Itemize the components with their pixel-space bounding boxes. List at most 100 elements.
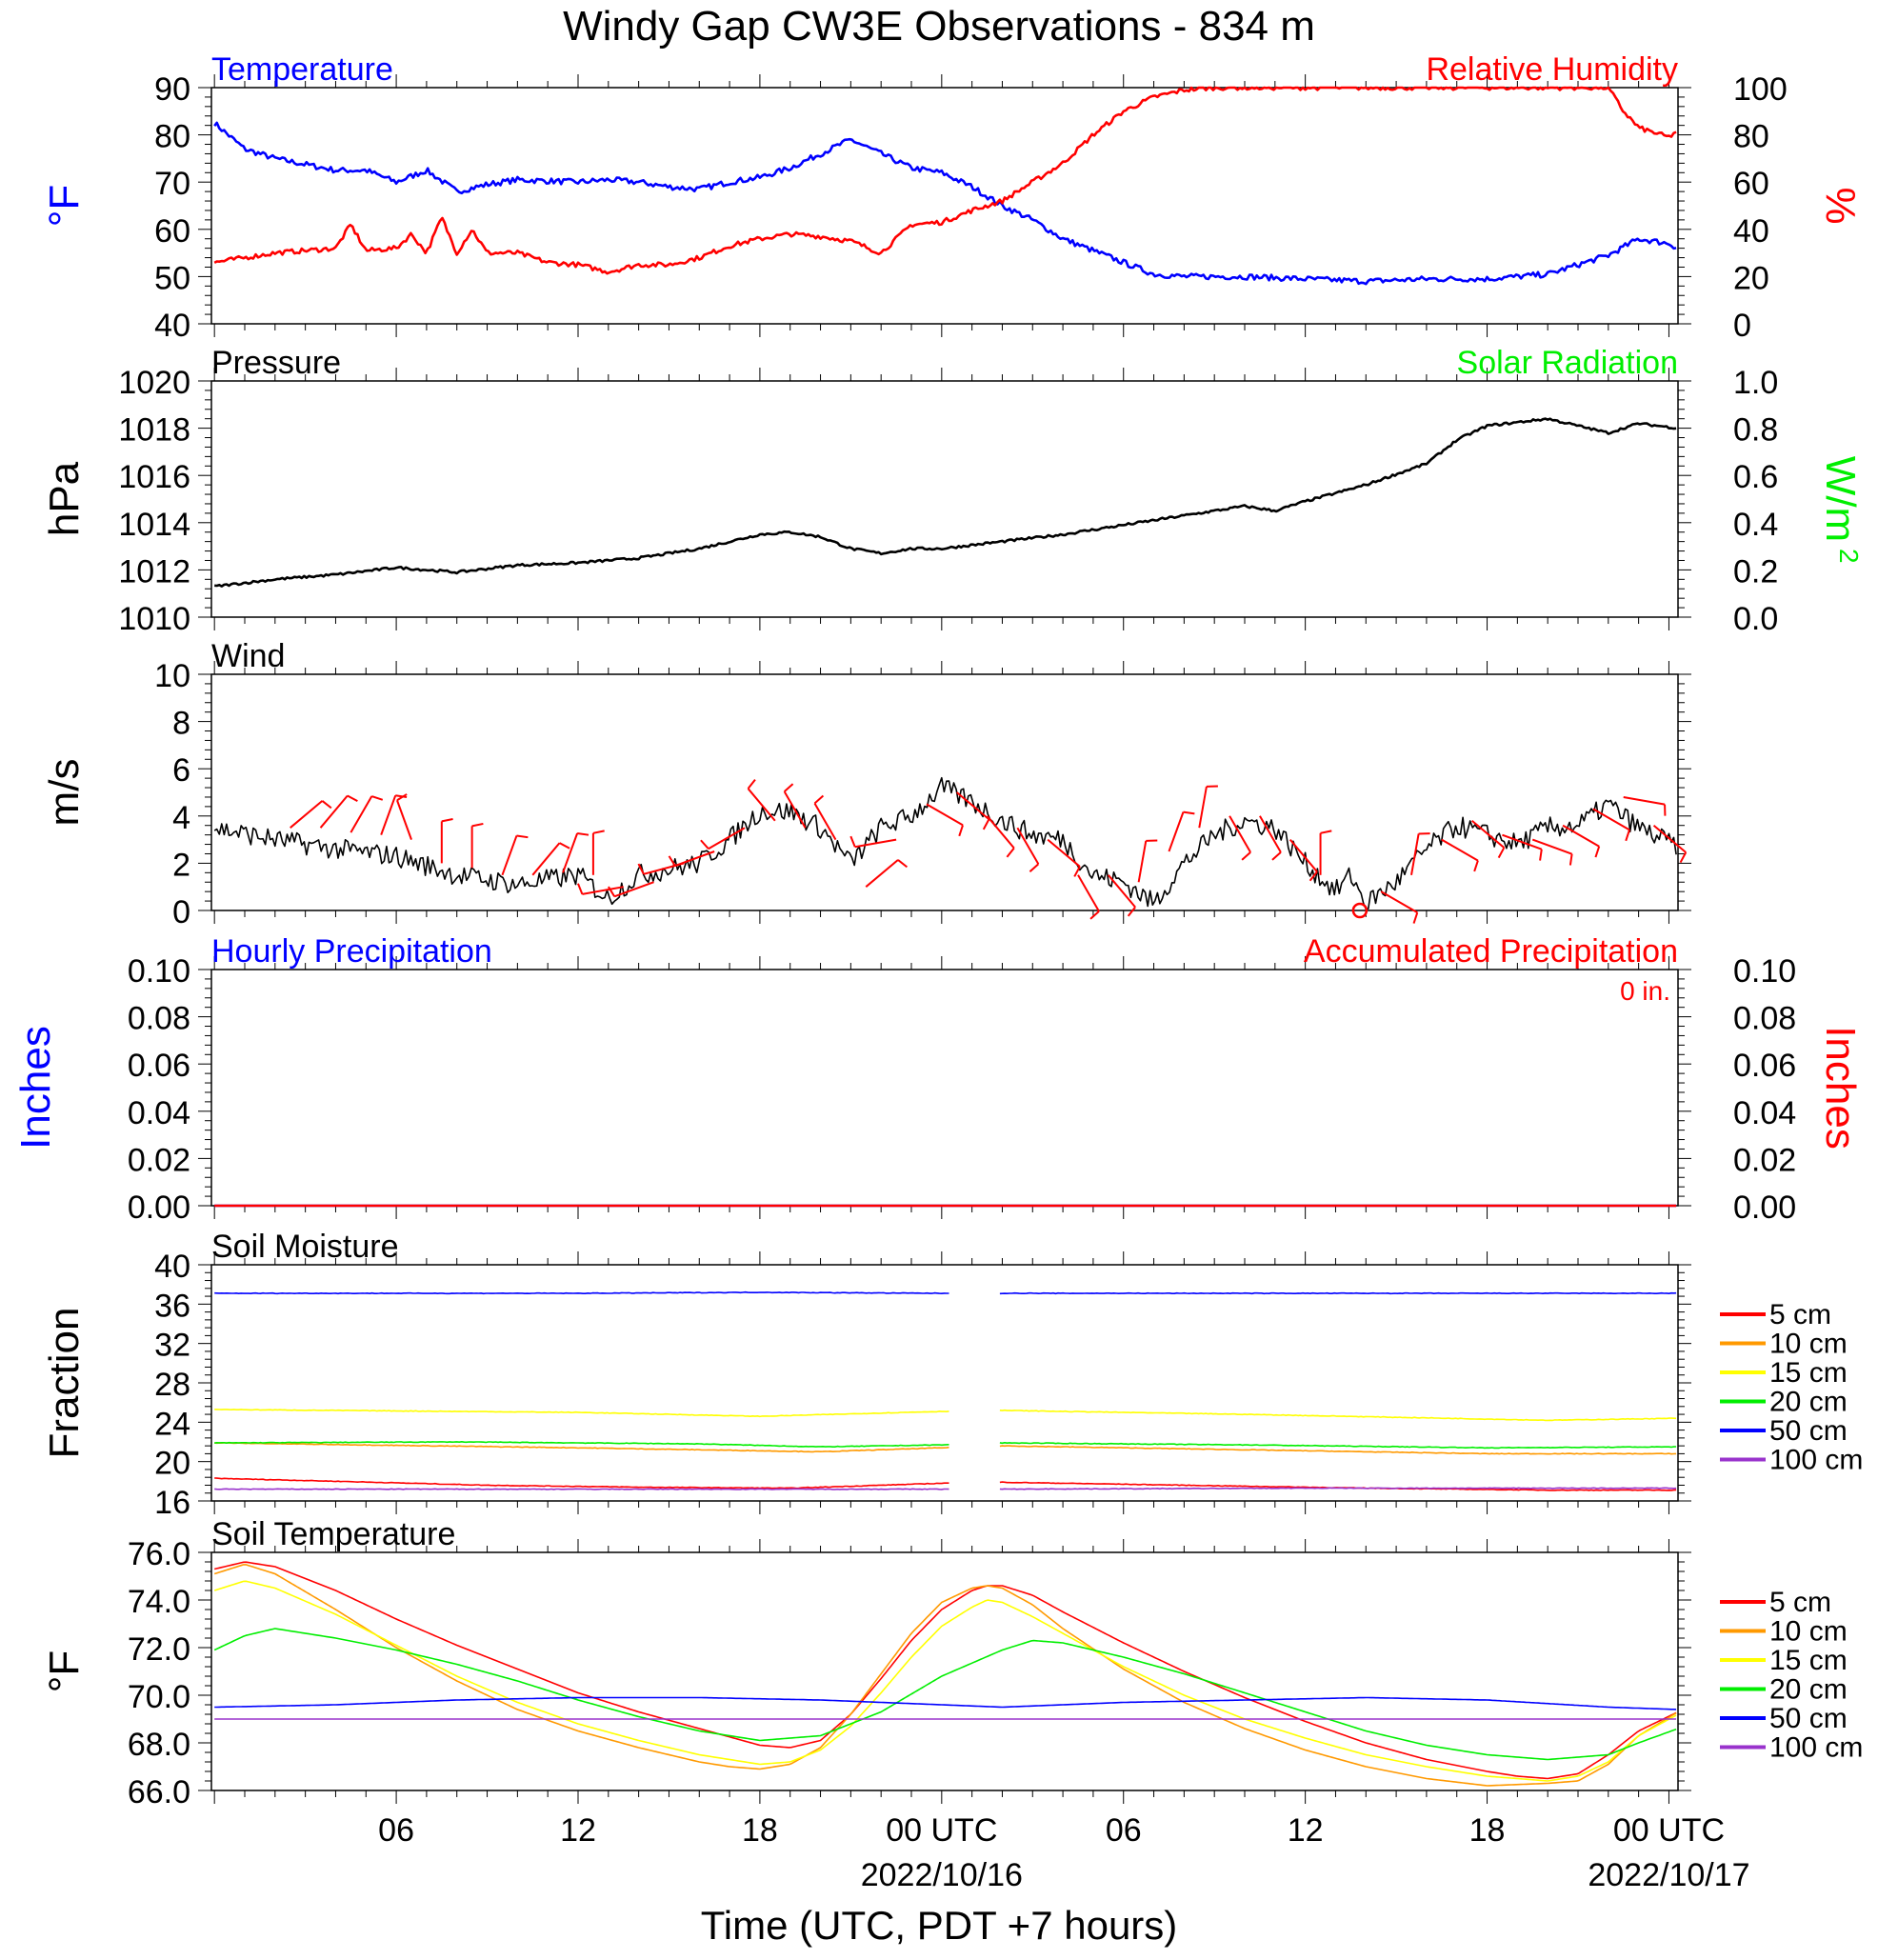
series-line-100cm-5: [999, 1487, 1677, 1490]
wind-barb: [813, 802, 837, 841]
panel-title-left: Wind: [211, 638, 285, 674]
x-tick-label: 18: [742, 1812, 778, 1849]
series-line-50cm-4: [999, 1291, 1677, 1295]
x-axis-title: Time (UTC, PDT +7 hours): [701, 1903, 1178, 1948]
series-line-100cm-5: [214, 1488, 949, 1490]
wind-barb-flag: [592, 830, 605, 834]
y-tick-label-right: 0.10: [1733, 953, 1796, 990]
y-tick-label-left: 8: [172, 706, 190, 742]
y-tick-label-right: 60: [1733, 166, 1769, 202]
y-tick-label-left: 6: [172, 752, 190, 789]
wind-barb: [1198, 786, 1208, 829]
wind-barb-flag: [849, 835, 856, 848]
x-tick-label: 06: [378, 1812, 414, 1849]
wind-barb-flag: [371, 795, 384, 801]
y-tick-label-left: 66.0: [128, 1774, 190, 1810]
legend-label: 15 cm: [1769, 1357, 1848, 1389]
wind-barb: [854, 838, 897, 849]
series-line-black-0: [213, 776, 1677, 910]
wind-barb-flag: [577, 883, 584, 895]
wind-barb: [1380, 890, 1418, 914]
wind-barb: [1410, 833, 1420, 875]
panel-title-right: Solar Radiation: [1457, 345, 1678, 381]
wind-barb: [1259, 815, 1282, 853]
legend-label: 15 cm: [1769, 1645, 1848, 1676]
series-line-red-1: [213, 86, 1677, 275]
wind-barb-flag: [958, 825, 964, 837]
panel-soil-temperature: 66.0 68.0 70.0 72.0 74.0 76.0 Soil Temperature…: [41, 1516, 1863, 1810]
y-tick-label-right: 80: [1733, 119, 1769, 155]
series-line-20cm-3: [213, 1628, 1677, 1761]
panel-title-left: Temperature: [211, 51, 393, 88]
series-line-50cm-4: [214, 1290, 949, 1295]
legend-label: 100 cm: [1769, 1732, 1863, 1764]
y-tick-label-left: 32: [154, 1328, 190, 1364]
x-tick-label: 12: [1288, 1812, 1324, 1849]
wind-barb-flag: [813, 794, 825, 805]
wind-barb-flag: [982, 818, 990, 830]
panel-title-right: Accumulated Precipitation: [1304, 933, 1678, 970]
y-tick-label-left: 60: [154, 213, 190, 250]
y-tick-label-left: 0.10: [128, 953, 190, 990]
y-tick-label-right: 0.2: [1733, 553, 1778, 590]
wind-barb: [1441, 838, 1479, 862]
wind-barb: [1016, 827, 1040, 865]
wind-barb-flag: [1568, 853, 1573, 866]
wind-barb: [1470, 819, 1505, 849]
panel-precipitation: 0.00 0.02 0.04 0.06 0.08 0.10 0.00 0.02 0.04 0.06…: [12, 933, 1864, 1226]
y-tick-label-left: 1020: [118, 365, 190, 401]
wind-barb: [1289, 838, 1318, 872]
wind-barb-flag: [1473, 860, 1479, 872]
panel-frame: [210, 673, 1679, 911]
y-tick-label-left: 1018: [118, 412, 190, 449]
y-tick-label-left: 10: [154, 658, 190, 694]
wind-barb: [926, 803, 964, 827]
series-line-20cm-3: [214, 1441, 949, 1448]
wind-barb: [1652, 824, 1687, 853]
legend-label: 100 cm: [1769, 1445, 1863, 1476]
y-tick-label-right: 0.06: [1733, 1048, 1796, 1084]
y-tick-label-left: 1012: [118, 553, 190, 590]
wind-barb-flag: [668, 855, 676, 867]
legend-label: 10 cm: [1769, 1616, 1848, 1648]
y-tick-label-left: 0.08: [128, 1001, 190, 1037]
wind-barb-flag: [1309, 870, 1318, 882]
panel-frame: [210, 1551, 1679, 1791]
y-tick-label-right: 0.0: [1733, 601, 1778, 637]
wind-barb: [1108, 874, 1136, 909]
wind-barb-flag: [608, 886, 616, 897]
wind-barb: [1229, 815, 1251, 853]
wind-barb: [582, 886, 624, 895]
wind-barb-flag: [1625, 830, 1630, 842]
y-tick-label-left: 36: [154, 1288, 190, 1324]
panel-temperature-humidity: 40 50 60 70 80 90 0 20 40 60 80 100 Temperature Relat…: [41, 51, 1864, 344]
panel-frame: [210, 87, 1679, 325]
wind-barb: [1077, 874, 1100, 912]
y-tick-label-left: 1010: [118, 601, 190, 637]
y-tick-label-left: 68.0: [128, 1727, 190, 1763]
y-axis-title-right: Inches: [1817, 1026, 1864, 1150]
y-tick-label-left: 50: [154, 260, 190, 296]
y-tick-label-left: 1016: [118, 459, 190, 495]
wind-barb: [319, 794, 349, 829]
x-tick-label: 12: [560, 1812, 596, 1849]
wind-barb: [1502, 833, 1543, 850]
y-tick-label-left: 16: [154, 1485, 190, 1521]
y-tick-label-left: 2: [172, 847, 190, 883]
y-tick-label-right: 0.6: [1733, 459, 1778, 495]
wind-barb: [956, 791, 990, 821]
wind-barb-flag: [1183, 810, 1195, 815]
y-tick-label-left: 0.02: [128, 1142, 190, 1178]
y-tick-label-left: 0.00: [128, 1190, 190, 1226]
series-line-15cm-2: [213, 1580, 1677, 1782]
y-tick-label-left: 72.0: [128, 1631, 190, 1668]
wind-barb-flag: [783, 783, 794, 792]
panel-title-left: Hourly Precipitation: [211, 933, 492, 970]
series-line-10cm-1: [214, 1442, 949, 1453]
series-line-blue-0: [213, 121, 1677, 286]
y-axis-title-right: W/m: [1817, 456, 1864, 542]
wind-barb: [1531, 838, 1572, 855]
wind-barb: [674, 850, 715, 867]
